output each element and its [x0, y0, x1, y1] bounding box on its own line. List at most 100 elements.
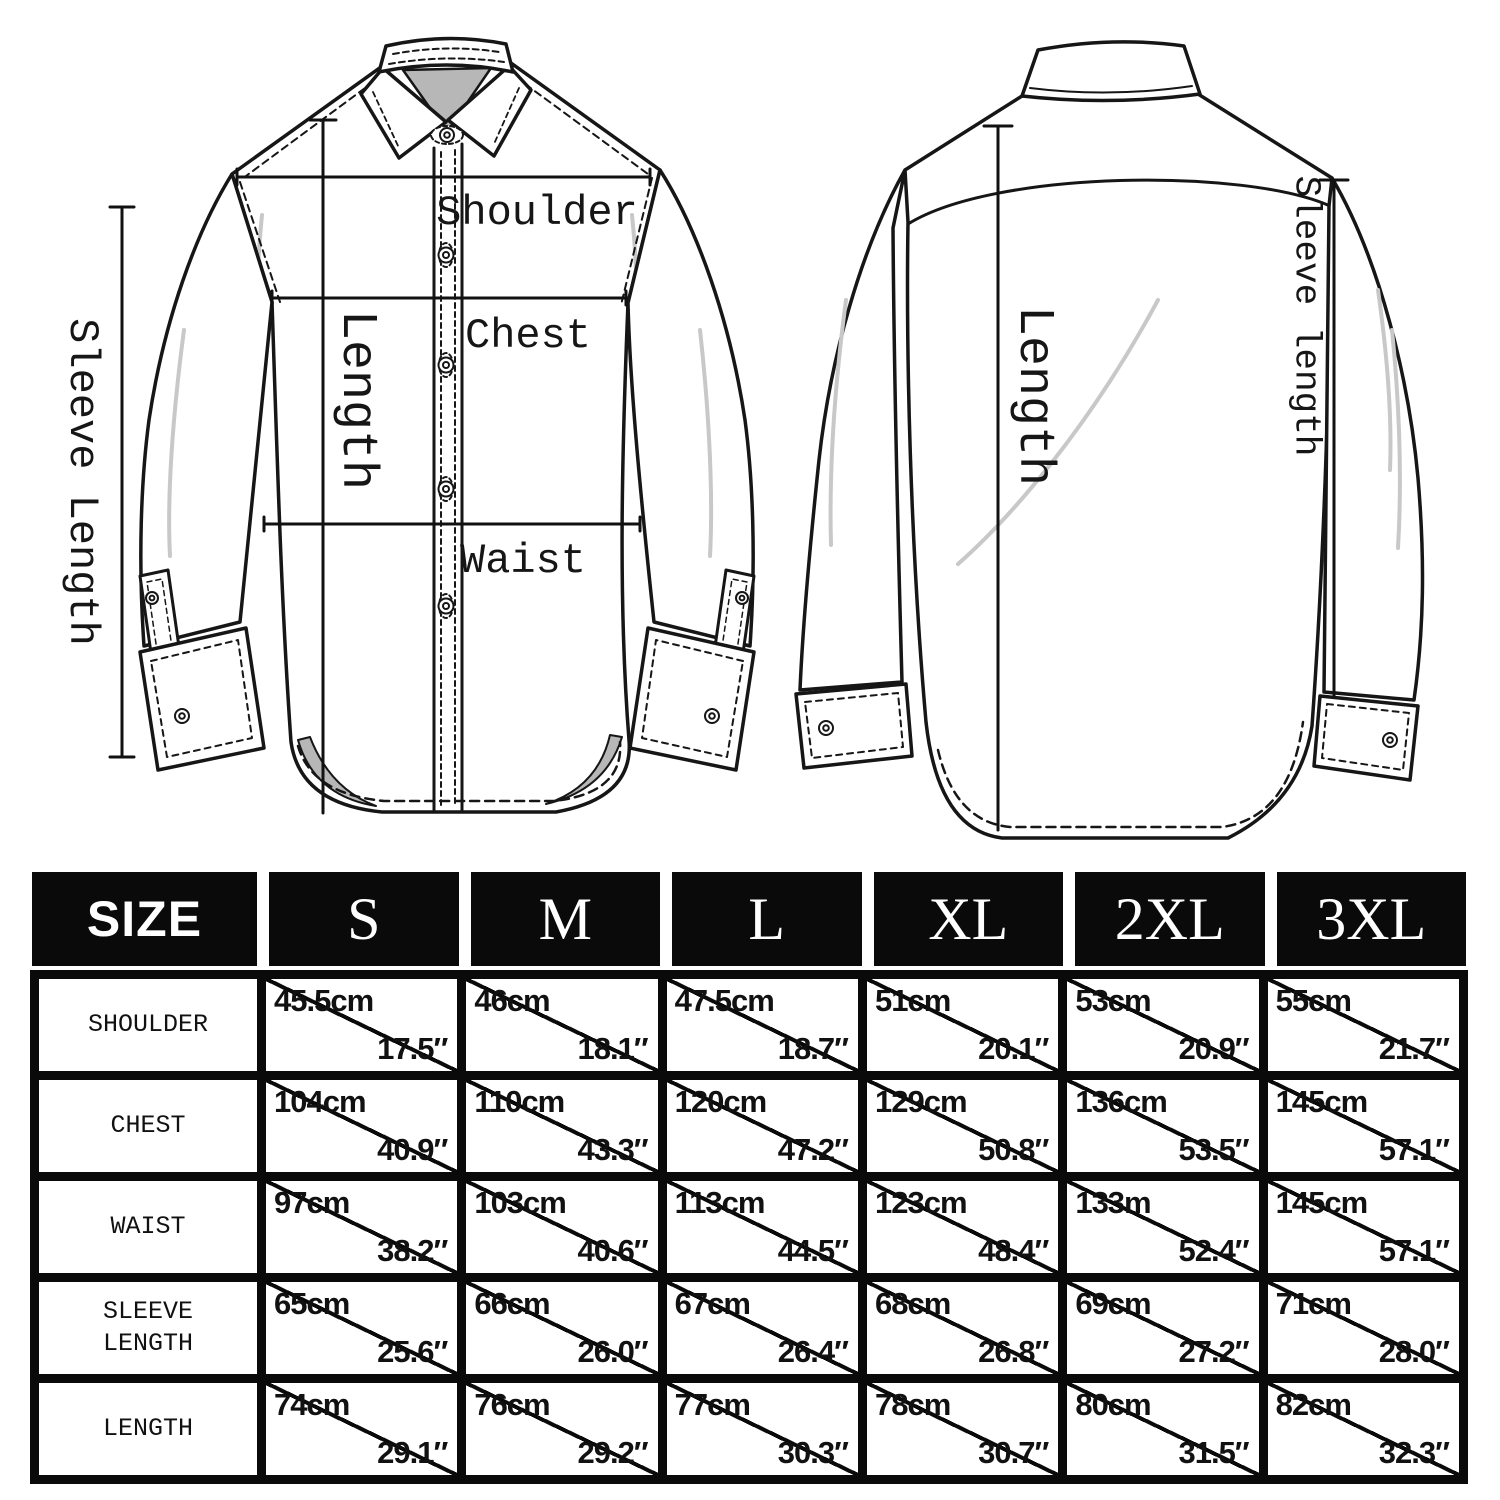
row-label: SLEEVE LENGTH [39, 1282, 257, 1374]
measure-cell: 82cm 32.3″ [1267, 1383, 1459, 1475]
back-collar-stand [1020, 40, 1202, 103]
front-collar-leaf-left [359, 66, 448, 160]
front-sleeve-length-label: Sleeve Length [58, 318, 106, 646]
measure-cell: 78cm 30.7″ [866, 1383, 1059, 1475]
front-collar-leaf-stitch [372, 87, 520, 149]
back-collar-stand-seam [1029, 85, 1193, 94]
measure-cell: 66cm 26.0″ [466, 1282, 658, 1374]
waist-measure-line [262, 515, 642, 533]
cm-value: 53cm [1075, 983, 1151, 1018]
cm-value: 71cm [1275, 1286, 1352, 1321]
back-length-measure-line [982, 124, 1014, 832]
inch-value: 17.5″ [377, 1031, 448, 1066]
cm-value: 120cm [674, 1084, 768, 1119]
inch-value: 40.9″ [377, 1132, 448, 1167]
front-body [230, 56, 662, 814]
front-collar-leaf-right [446, 64, 533, 158]
back-yoke-seam [906, 178, 1332, 226]
inch-value: 26.0″ [577, 1334, 648, 1369]
front-chest-label: Chest [465, 312, 591, 360]
cm-value: 45.5cm [274, 983, 374, 1018]
cm-value: 82cm [1275, 1387, 1352, 1422]
cm-value: 110cm [474, 1084, 565, 1119]
back-cuff-left-stitch [804, 692, 904, 759]
measure-cell: 69cm 27.2″ [1067, 1282, 1259, 1374]
cm-value: 136cm [1075, 1084, 1168, 1119]
back-measure-lines [982, 124, 1350, 832]
measure-cell: 55cm 21.7″ [1267, 979, 1459, 1071]
chest-measure-line [270, 289, 628, 307]
measure-cell: 45.5cm 17.5″ [266, 979, 458, 1071]
measure-cell: 71cm 28.0″ [1267, 1282, 1459, 1374]
measure-cell: 46cm 18.1″ [466, 979, 658, 1071]
measure-cell: 133m 52.4″ [1067, 1181, 1259, 1273]
inch-value: 57.1″ [1378, 1233, 1450, 1268]
cm-value: 104cm [274, 1084, 367, 1119]
cm-value: 51cm [874, 983, 951, 1018]
measure-cell: 77cm 30.3″ [666, 1383, 858, 1475]
inch-value: 20.9″ [1178, 1031, 1249, 1066]
back-sleeve-left [798, 168, 907, 692]
cm-value: 123cm [874, 1185, 968, 1220]
header-cell-3XL: 3XL [1276, 872, 1466, 966]
size-table: SIZE S M L XL 2XL 3XL SHOULDER 45.5cm 17.5″ 46cm 1… [30, 872, 1468, 1484]
measure-cell: 51cm 20.1″ [866, 979, 1059, 1071]
header-cell-size: SIZE [32, 872, 257, 966]
cm-value: 74cm [274, 1387, 350, 1422]
measure-cell: 145cm 57.1″ [1267, 1080, 1459, 1172]
cm-value: 113cm [674, 1185, 766, 1220]
placket-button [437, 242, 455, 268]
front-shoulder-label: Shoulder [436, 189, 638, 237]
inch-value: 32.3″ [1378, 1435, 1450, 1470]
sleeve-length-measure-line [108, 205, 136, 759]
front-sleeve-right [626, 168, 755, 648]
header-cell-2XL: 2XL [1075, 872, 1265, 966]
cm-value: 55cm [1275, 983, 1352, 1018]
inch-value: 28.0″ [1378, 1334, 1450, 1369]
row-label: LENGTH [39, 1383, 257, 1475]
cm-value: 133m [1075, 1185, 1151, 1220]
inch-value: 26.8″ [978, 1334, 1049, 1369]
cm-value: 69cm [1075, 1286, 1151, 1321]
shoulder-measure-line [235, 167, 652, 187]
cuff-button [174, 708, 190, 724]
inch-value: 30.7″ [978, 1435, 1049, 1470]
cm-value: 67cm [674, 1286, 751, 1321]
inch-value: 40.6″ [577, 1233, 648, 1268]
cuff-button [704, 708, 720, 724]
inch-value: 30.3″ [777, 1435, 849, 1470]
inch-value: 20.1″ [978, 1031, 1049, 1066]
cm-value: 129cm [874, 1084, 968, 1119]
measure-cell: 110cm 43.3″ [466, 1080, 658, 1172]
measure-cell: 47.5cm 18.7″ [666, 979, 858, 1071]
inch-value: 44.5″ [777, 1233, 849, 1268]
front-armhole-stitch-left [239, 181, 281, 303]
front-cuff-left [138, 626, 266, 772]
inch-value: 26.4″ [777, 1334, 849, 1369]
cm-value: 68cm [874, 1286, 951, 1321]
measure-cell: 123cm 48.4″ [866, 1181, 1059, 1273]
cm-value: 77cm [674, 1387, 751, 1422]
back-length-label: Length [1005, 306, 1062, 486]
measure-cell: 113cm 44.5″ [666, 1181, 858, 1273]
inch-value: 25.6″ [377, 1334, 448, 1369]
cm-value: 145cm [1275, 1185, 1369, 1220]
measure-cell: 104cm 40.9″ [266, 1080, 458, 1172]
measure-cell: 65cm 25.6″ [266, 1282, 458, 1374]
measure-cell: 97cm 38.2″ [266, 1181, 458, 1273]
cuff-button [818, 720, 834, 736]
back-body [903, 92, 1334, 840]
row-label: SHOULDER [39, 979, 257, 1071]
cm-value: 80cm [1075, 1387, 1151, 1422]
inch-value: 38.2″ [377, 1233, 448, 1268]
back-sleeve-right [1322, 176, 1425, 702]
back-cuff-left [794, 682, 914, 770]
cm-value: 47.5cm [674, 983, 775, 1018]
back-drape-highlight [956, 298, 1160, 566]
front-sleeve-highlight-left [167, 328, 186, 558]
front-cuff-left-stitch [150, 639, 253, 758]
measure-cell: 74cm 29.1″ [266, 1383, 458, 1475]
inch-value: 48.4″ [978, 1233, 1049, 1268]
inch-value: 53.5″ [1178, 1132, 1249, 1167]
